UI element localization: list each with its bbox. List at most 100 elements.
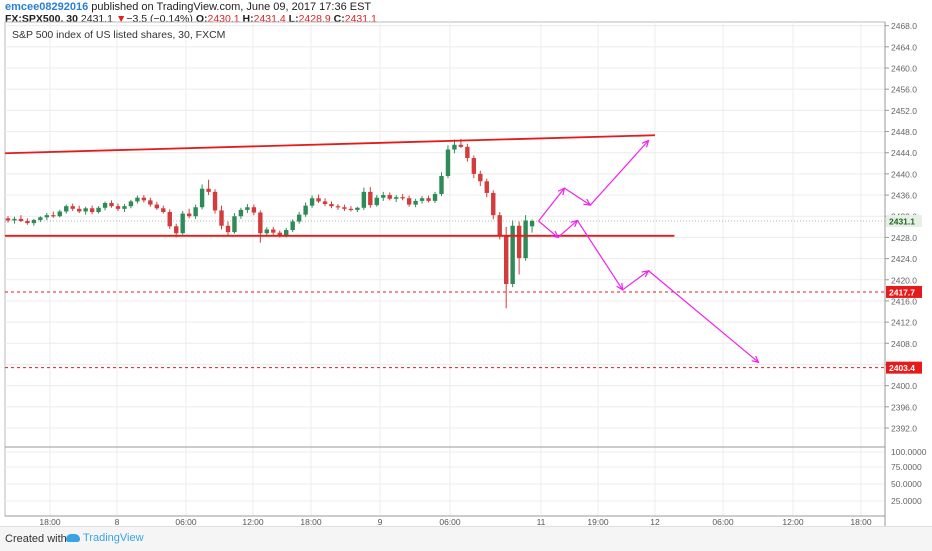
candle-body (284, 229, 289, 236)
tradingview-logo[interactable]: TradingView (66, 532, 144, 544)
candle-body (76, 208, 82, 212)
candle-body (141, 197, 147, 201)
candle-body (186, 213, 192, 217)
time-tick-label: 18:00 (39, 517, 61, 526)
candle-body (335, 206, 341, 208)
candle-body (381, 195, 386, 198)
candle-body (503, 236, 509, 284)
indicator-tick-label: 50.0000 (891, 479, 922, 489)
projection-segment (538, 220, 559, 238)
candle (135, 195, 140, 204)
time-tick-label: 8 (115, 517, 120, 526)
candle (316, 194, 321, 204)
price-chart[interactable]: 2468.0 2464.0 2460.0 2456.0 2452.0 2448.0 2444… (0, 0, 932, 526)
candle-body (277, 232, 282, 236)
candle (245, 204, 250, 214)
candle-body (251, 207, 257, 213)
candle-body (316, 198, 321, 202)
candle (303, 202, 308, 217)
candles (5, 138, 535, 309)
candle-body (400, 197, 405, 199)
candle-body (57, 211, 62, 217)
candle (296, 212, 302, 224)
candle-body (478, 173, 483, 182)
trend-lines (4, 134, 675, 237)
price-tick-label: 2408.0 (891, 339, 917, 349)
price-tick-label: 2436.0 (891, 191, 917, 201)
candle (335, 204, 341, 210)
candle (368, 187, 373, 208)
candle (329, 201, 334, 209)
candle (471, 155, 477, 179)
candle-body (465, 146, 470, 159)
author-link[interactable]: emcee08292016 (5, 1, 89, 13)
price-tick-label: 2456.0 (891, 85, 917, 95)
candle (193, 204, 198, 219)
candle-body (523, 220, 528, 259)
candle-body (180, 213, 185, 234)
candle-body (355, 207, 360, 210)
price-badge-bg (886, 285, 922, 298)
candle (394, 195, 399, 202)
price-badge-bg (886, 361, 922, 374)
candle (529, 219, 535, 233)
candle-body (83, 208, 88, 212)
candle-body (96, 207, 101, 213)
low-label: L: (288, 13, 299, 25)
indicator-axis: 100.0000 75.0000 50.0000 25.0000 (891, 447, 927, 506)
candle (5, 216, 11, 223)
candle-body (387, 195, 392, 199)
candle-body (394, 197, 399, 199)
price-tick-label: 2392.0 (891, 423, 917, 433)
time-tick-label: 06:00 (175, 517, 197, 526)
price-tick-label: 2424.0 (891, 254, 917, 264)
candle (355, 206, 360, 213)
footer: Created with TradingView (0, 526, 932, 551)
candle (523, 215, 528, 261)
candle-body (497, 215, 502, 237)
created-with-text: Created with (5, 533, 67, 545)
candle-body (413, 200, 418, 205)
candle-body (167, 212, 172, 227)
brand-name: TradingView (83, 532, 144, 544)
time-tick-label: 19:00 (587, 517, 609, 526)
time-tick-label: 18:00 (300, 517, 322, 526)
candle (348, 206, 354, 212)
price-badge-bg (886, 215, 922, 227)
projection-segment (589, 140, 649, 206)
time-tick-label: 18:00 (850, 517, 872, 526)
candle-body (219, 210, 224, 226)
indicator-tick-label: 75.0000 (891, 462, 922, 472)
projection-segment (557, 220, 578, 238)
price-tick-label: 2420.0 (891, 275, 917, 285)
candle-body (368, 191, 373, 206)
candle (510, 220, 515, 288)
candle-body (109, 203, 114, 207)
time-tick-label: 9 (378, 517, 383, 526)
candle-body (44, 215, 50, 218)
candle (12, 216, 17, 224)
projection-segment (648, 270, 759, 363)
price-tick-label: 2460.0 (891, 64, 917, 74)
candle-body (290, 221, 295, 230)
candle-body (342, 207, 347, 209)
candle-body (148, 200, 153, 205)
candle (516, 221, 522, 275)
candle-body (348, 208, 354, 211)
candle-body (452, 144, 457, 150)
price-tick-label: 2440.0 (891, 169, 917, 179)
candle (258, 210, 263, 243)
candle-body (128, 201, 134, 207)
price-tick-label: 2464.0 (891, 42, 917, 52)
price-tick-label: 2400.0 (891, 381, 917, 391)
candle-body (458, 144, 464, 147)
chart-title: S&P 500 index of US listed shares, 30, F… (12, 29, 225, 41)
candle-body (193, 207, 198, 217)
candle (381, 191, 386, 201)
projection-path (538, 219, 760, 364)
candle (154, 201, 160, 210)
time-tick-label: 12 (650, 517, 660, 526)
candle (413, 198, 418, 208)
candle (387, 192, 392, 201)
